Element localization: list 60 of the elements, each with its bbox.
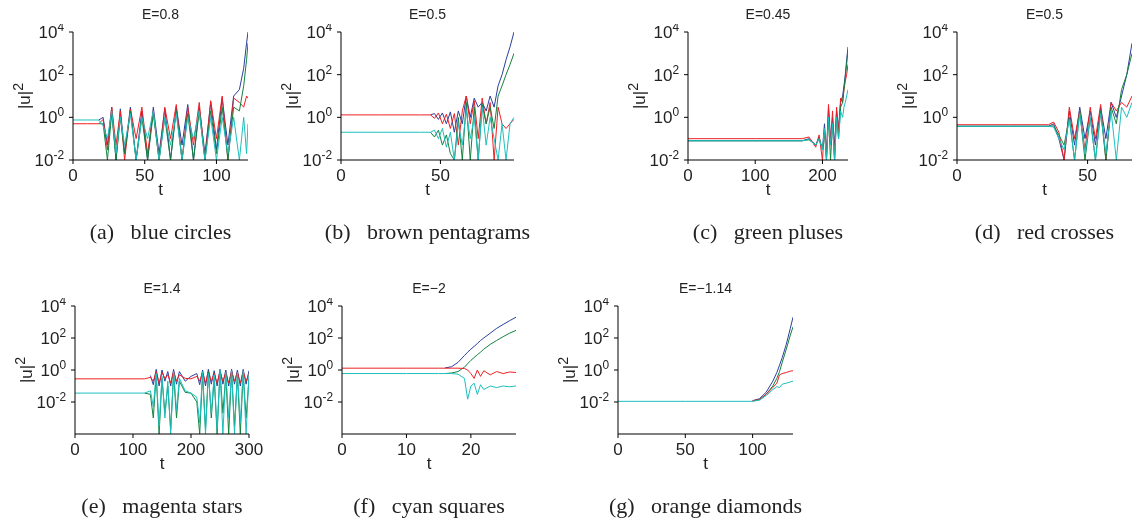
x-tick-label: 20 <box>461 440 481 459</box>
x-tick-label: 100 <box>202 166 231 185</box>
x-axis-title: t <box>158 180 163 199</box>
x-tick-label: 200 <box>176 440 206 459</box>
x-tick-label: 50 <box>135 166 155 185</box>
y-tick-label: 10$^{-2}$ <box>303 390 334 412</box>
x-tick-label: 10 <box>396 440 416 459</box>
y-tick-label: 10$^{2}$ <box>38 62 65 85</box>
chart-title: E=0.8 <box>141 6 180 22</box>
x-tick-label: 0 <box>613 440 623 459</box>
y-tick-label: 10$^{-2}$ <box>918 148 949 170</box>
y-tick-label: 10$^{-2}$ <box>579 390 610 412</box>
text: (c) green pluses <box>692 219 844 245</box>
x-tick-label: 0 <box>337 440 347 459</box>
text: (f) cyan squares <box>353 493 505 519</box>
y-tick-label: 10$^{0}$ <box>583 358 610 380</box>
y-tick-label: 10$^{-2}$ <box>302 148 333 170</box>
x-tick-label: 50 <box>675 440 695 459</box>
x-axis-title: t <box>1042 180 1047 199</box>
chart-title: E=−2 <box>411 280 447 296</box>
y-tick-label: 10$^{0}$ <box>40 358 67 380</box>
y-tick-label: 10$^{2}$ <box>922 62 949 85</box>
y-tick-label: 10$^{2}$ <box>306 62 333 85</box>
x-tick-label: 0 <box>70 440 80 459</box>
y-tick-label: 10$^{2}$ <box>653 62 680 85</box>
y-tick-label: 10$^{-2}$ <box>649 148 680 170</box>
y-tick-label: 10$^{2}$ <box>40 326 67 348</box>
y-tick-label: 10$^{2}$ <box>307 326 334 348</box>
x-tick-label: 50 <box>430 166 450 185</box>
x-tick-label: 50 <box>1078 166 1098 185</box>
text: (d) red crosses <box>974 219 1115 245</box>
y-tick-label: 10$^{0}$ <box>306 105 333 128</box>
chart-title: E=1.4 <box>142 280 182 296</box>
text: (e) magenta stars <box>81 493 243 519</box>
chart-title: E=−1.14 <box>678 280 733 296</box>
y-tick-label: 10$^{-2}$ <box>34 148 65 170</box>
chart-title: E=0.5 <box>1025 6 1064 22</box>
x-tick-label: 300 <box>234 440 264 459</box>
x-tick-label: 100 <box>738 440 767 459</box>
text: (b) brown pentagrams <box>324 219 531 245</box>
y-tick-label: 10$^{-2}$ <box>36 390 67 412</box>
y-tick-label: 10$^{0}$ <box>922 105 949 128</box>
y-tick-label: 10$^{0}$ <box>653 105 680 128</box>
chart-title: E=0.5 <box>408 6 447 22</box>
text: (g) orange diamonds <box>608 493 803 519</box>
x-tick-label: 200 <box>808 166 837 185</box>
chart-title: E=0.45 <box>744 6 792 22</box>
x-axis-title: t <box>159 454 165 473</box>
y-tick-label: 10$^{2}$ <box>583 326 610 348</box>
x-axis-title: t <box>703 454 708 473</box>
x-axis-title: t <box>426 454 432 473</box>
y-tick-label: 10$^{0}$ <box>307 358 334 380</box>
x-tick-label: 0 <box>68 166 78 185</box>
x-tick-label: 100 <box>118 440 148 459</box>
text: (a) blue circles <box>89 219 232 245</box>
x-tick-label: 0 <box>683 166 693 185</box>
x-axis-title: t <box>425 180 430 199</box>
y-tick-label: 10$^{0}$ <box>38 105 65 128</box>
x-tick-label: 0 <box>952 166 962 185</box>
x-tick-label: 0 <box>336 166 346 185</box>
